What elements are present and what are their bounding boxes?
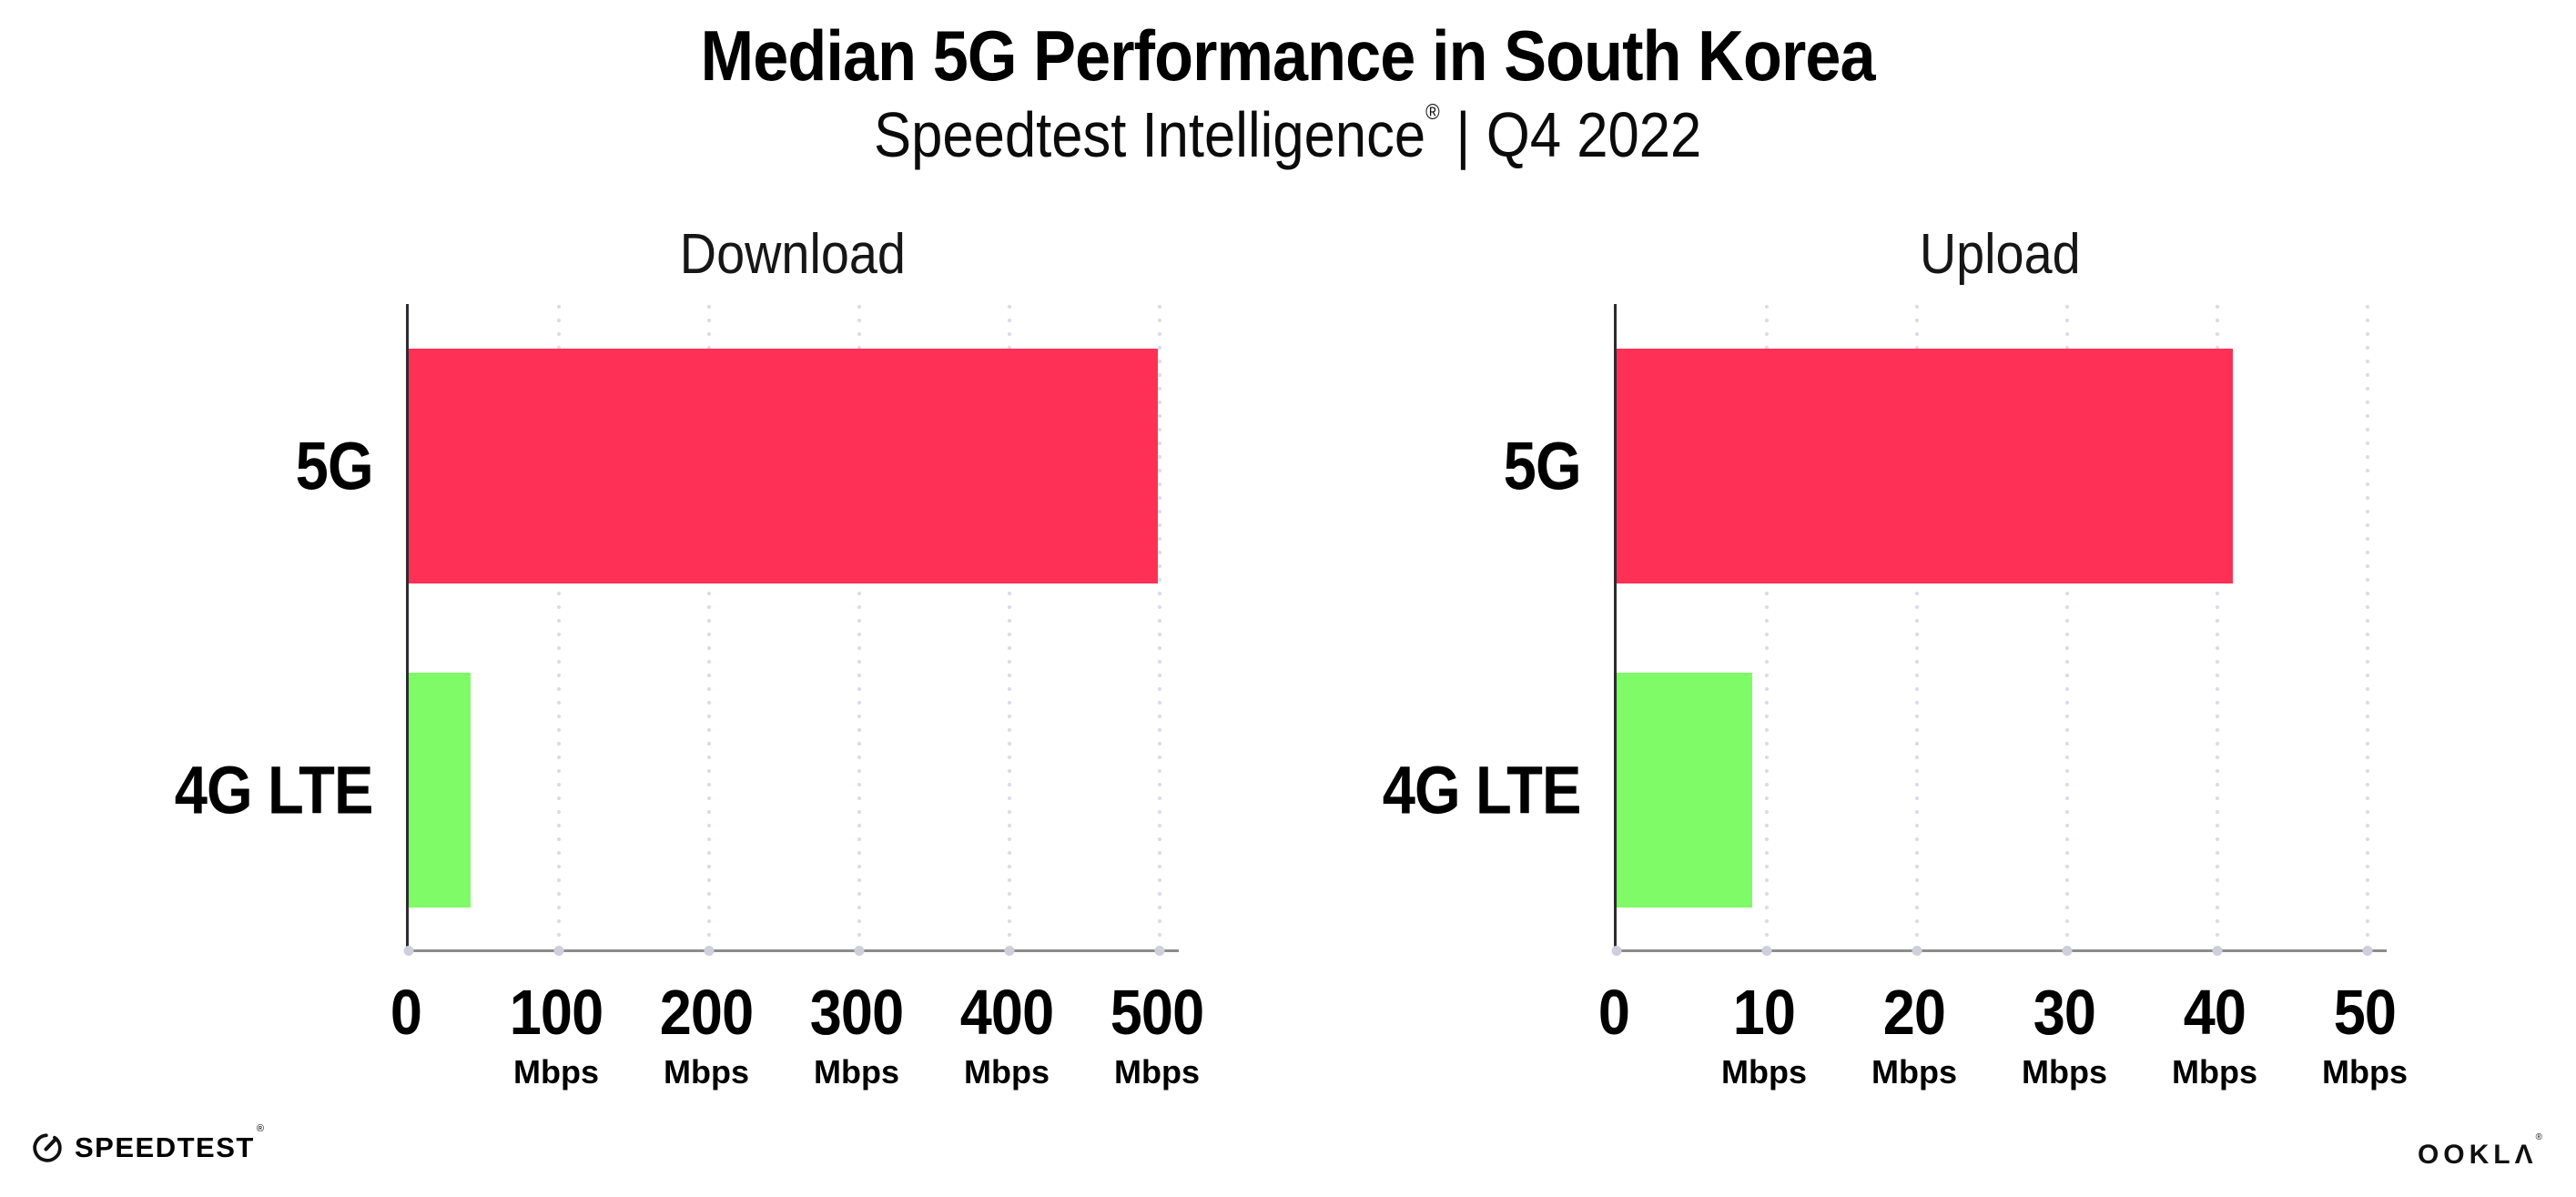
x-tick-400: 400 Mbps [955,976,1059,1091]
speedtest-wordmark: SPEEDTEST® [75,1123,266,1163]
gridline-500 [1158,304,1161,949]
x-tick-10: 10 Mbps [1721,976,1807,1091]
speedtest-gauge-icon [33,1133,62,1162]
tick-number-text: 400 [959,977,1054,1048]
baseline-dot-20 [1912,946,1922,956]
tick-number: 0 [1597,976,1631,1049]
bar-4g-lte [409,673,471,908]
x-axis-download: 0 100 Mbps 200 Mbps 300 Mbps 400 Mbps 500 Mbps [390,976,1316,1131]
tick-number-text: 300 [809,977,904,1048]
tick-number: 30 [2022,976,2107,1049]
tick-number-text: 100 [509,977,603,1048]
tick-unit: Mbps [1113,1053,1200,1090]
tick-number-text: 0 [390,977,422,1048]
gridline-100 [557,304,561,949]
x-tick-100: 100 Mbps [504,976,608,1091]
tick-number: 50 [2322,976,2408,1049]
speedtest-logo: SPEEDTEST® [31,1123,266,1164]
tick-number-text: 40 [2183,977,2246,1048]
gridline-10 [1765,304,1769,949]
tick-number: 500 [1105,976,1209,1049]
x-tick-20: 20 Mbps [1871,976,1957,1091]
baseline-dot-10 [1761,946,1772,956]
tick-number: 300 [805,976,908,1049]
upload-category-label-4g-lte: 4G LTE [1383,752,1582,828]
tick-number: 100 [504,976,608,1049]
x-tick-30: 30 Mbps [2022,976,2107,1091]
speedtest-registered-mark: ® [256,1123,266,1134]
tick-number-text: 50 [2333,977,2397,1048]
upload-chart-title: Upload [1920,223,2081,286]
ookla-registered-mark: ® [2535,1132,2547,1142]
tick-number: 400 [955,976,1059,1049]
x-tick-40: 40 Mbps [2172,976,2257,1091]
baseline-dot-400 [1004,946,1015,956]
subtitle-period: Q4 2022 [1486,99,1702,170]
gridline-400 [1008,304,1011,949]
gridline-40 [2216,304,2219,949]
ookla-wordmark: OOKLΛ [2417,1140,2538,1170]
x-tick-500: 500 Mbps [1105,976,1209,1091]
bar-5g [409,349,1159,583]
x-axis-upload: 0 10 Mbps 20 Mbps 30 Mbps 40 Mbps 50 Mbps [1598,976,2524,1131]
download-chart-title: Download [679,223,906,286]
x-tick-300: 300 Mbps [805,976,908,1091]
gridline-300 [857,304,861,949]
tick-number: 10 [1721,976,1807,1049]
ookla-logo: OOKLΛ® [2417,1132,2549,1171]
tick-unit: Mbps [813,1053,899,1090]
tick-unit: Mbps [963,1053,1050,1090]
baseline-dot-0 [403,946,414,956]
tick-number: 20 [1871,976,1957,1049]
gridline-30 [2065,304,2069,949]
tick-unit: Mbps [1721,1053,1807,1090]
baseline-dot-40 [2212,946,2223,956]
plot-upload [1611,304,2387,956]
tick-number-text: 30 [2033,977,2096,1048]
tick-unit: Mbps [2172,1053,2257,1090]
tick-number-text: 200 [659,977,754,1048]
tick-number-text: 10 [1732,977,1796,1048]
tick-unit: Mbps [512,1053,599,1090]
registered-mark: ® [1425,100,1441,125]
x-tick-0: 0 [389,976,423,1049]
tick-unit: Mbps [663,1053,749,1090]
baseline-dot-100 [553,946,564,956]
baseline-dot-50 [2362,946,2373,956]
tick-unit: Mbps [2322,1053,2408,1090]
baseline-dot-200 [704,946,715,956]
x-tick-200: 200 Mbps [654,976,758,1091]
page-title: Median 5G Performance in South Korea [0,15,2576,97]
bar-4g-lte [1617,673,1752,908]
tick-unit: Mbps [1871,1053,1957,1090]
tick-number-text: 500 [1110,977,1204,1048]
baseline-dot-30 [2062,946,2073,956]
subtitle-brand: Speedtest Intelligence [874,99,1426,170]
subtitle-separator: | [1455,99,1471,170]
tick-number: 40 [2172,976,2257,1049]
baseline-dot-500 [1154,946,1165,956]
download-category-label-4g-lte: 4G LTE [175,752,374,828]
x-tick-0: 0 [1597,976,1631,1049]
bar-5g [1617,349,2233,583]
page-title-text: Median 5G Performance in South Korea [700,15,1876,96]
tick-number-text: 20 [1882,977,1946,1048]
gridline-50 [2366,304,2369,949]
download-category-label-5g: 5G [295,428,374,504]
page-subtitle: Speedtest Intelligence® | Q4 2022 [0,98,2576,171]
gridline-200 [707,304,711,949]
upload-category-label-5g: 5G [1503,428,1582,504]
gridline-20 [1915,304,1919,949]
plot-download [403,304,1179,956]
tick-number: 0 [389,976,423,1049]
x-tick-50: 50 Mbps [2322,976,2408,1091]
tick-number-text: 0 [1597,977,1630,1048]
tick-number: 200 [654,976,758,1049]
baseline-dot-0 [1611,946,1622,956]
tick-unit: Mbps [2022,1053,2107,1090]
baseline-dot-300 [854,946,865,956]
page-subtitle-text: Speedtest Intelligence® | Q4 2022 [874,98,1701,171]
